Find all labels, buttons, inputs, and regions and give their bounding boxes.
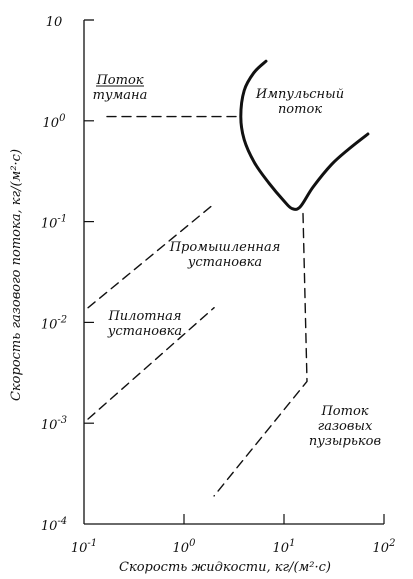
industrial-label: установка	[187, 255, 262, 270]
pulse-boundary-line	[239, 59, 370, 211]
y-tick-label: 10	[46, 15, 63, 30]
x-tick-label: 10-1	[71, 538, 97, 556]
bubble-label: Поток	[320, 404, 368, 419]
industrial-line-line	[87, 203, 215, 309]
bubble-label: пузырьков	[309, 434, 381, 449]
y-tick-label: 10-2	[41, 314, 67, 332]
y-tick-label: 10-3	[41, 415, 67, 433]
y-axis-title: Скорость газового потока, кг/(м²·с)	[9, 149, 24, 401]
plot-axes	[83, 19, 384, 525]
industrial-label: Промышленная	[169, 240, 281, 255]
x-tick-label: 102	[373, 538, 396, 556]
pilot-label: установка	[107, 324, 182, 339]
y-tick-label: 100	[43, 113, 67, 131]
x-tick-label: 101	[273, 538, 296, 556]
y-tick-label: 10-4	[41, 516, 67, 534]
pilot-label: Пилотная	[107, 309, 181, 324]
bubble-label: газовых	[318, 419, 373, 434]
x-axis-title: Скорость жидкости, кг/(м²·с)	[119, 560, 331, 575]
pulse-label: поток	[278, 102, 322, 117]
x-tick-label: 100	[173, 538, 197, 556]
chart-series	[87, 59, 370, 497]
axis-ticks: 10-1 100 101 102 10-4 10-3 10-2 10-1 100 10	[41, 15, 396, 556]
pulse-label: Импульсный	[255, 87, 344, 102]
y-tick-label: 10-1	[41, 214, 67, 232]
bubble-boundary-line	[213, 212, 308, 497]
mist-label: тумана	[93, 88, 148, 103]
mist-label: Поток	[95, 73, 143, 88]
pilot-line-line	[87, 307, 215, 420]
